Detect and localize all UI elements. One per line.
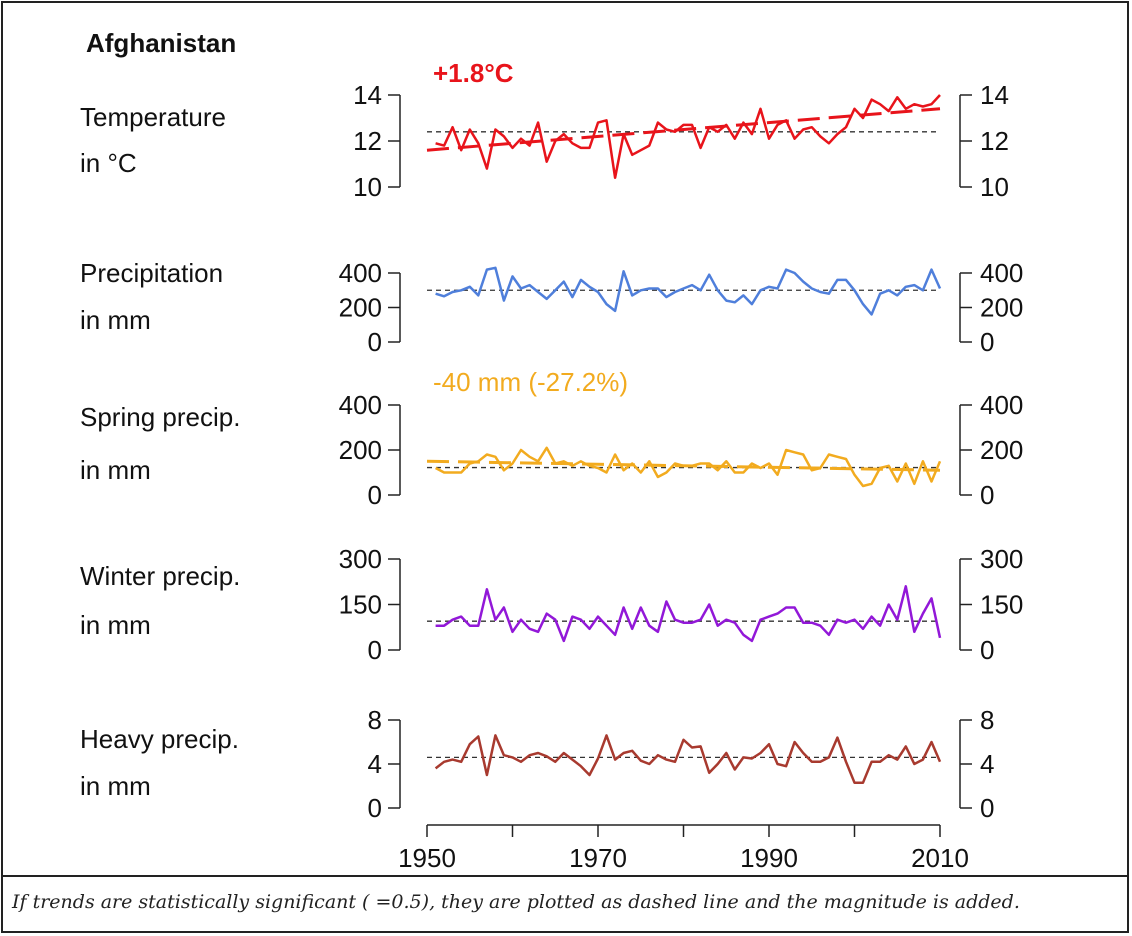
right-tick-label: 0 — [980, 793, 994, 823]
panel-2: Spring precip. in mm 0 0 200 200 400 400 -40 mm … — [80, 367, 1023, 510]
right-tick-label: 400 — [980, 258, 1023, 288]
caption-divider — [1, 875, 1129, 877]
trend-magnitude-label: -40 mm (-27.2%) — [433, 367, 628, 397]
row-label: Winter precip. — [80, 561, 240, 591]
left-tick-label: 200 — [339, 435, 382, 465]
right-tick-label: 300 — [980, 544, 1023, 574]
chart-title: Afghanistan — [86, 28, 236, 58]
figure-caption: If trends are statistically significant … — [12, 891, 1020, 913]
left-tick-label: 0 — [368, 793, 382, 823]
right-tick-label: 200 — [980, 435, 1023, 465]
x-axis: 1950 1970 1990 2010 — [398, 824, 969, 873]
x-tick-label: 2010 — [911, 843, 969, 873]
series-line — [435, 94, 941, 180]
right-tick-label: 0 — [980, 635, 994, 665]
series-line — [434, 734, 942, 784]
panel-1: Precipitation in mm 0 0 200 200 400 400 — [80, 258, 1023, 357]
x-tick-label: 1990 — [740, 843, 798, 873]
right-tick-label: 0 — [980, 327, 994, 357]
left-tick-label: 14 — [353, 80, 382, 110]
panels: Temperature in °C 10 10 12 12 14 14 +1.8°C Precip… — [80, 58, 1023, 823]
x-tick-label: 1950 — [398, 843, 456, 873]
left-tick-label: 4 — [368, 749, 382, 779]
panel-3: Winter precip. in mm 0 0 150 150 300 300 — [80, 544, 1023, 665]
row-label: in mm — [80, 455, 151, 485]
left-tick-label: 0 — [368, 327, 382, 357]
left-tick-label: 150 — [339, 590, 382, 620]
right-tick-label: 8 — [980, 705, 994, 735]
left-tick-label: 8 — [368, 705, 382, 735]
right-tick-label: 4 — [980, 749, 994, 779]
left-tick-label: 200 — [339, 293, 382, 323]
right-tick-label: 150 — [980, 590, 1023, 620]
trend-line — [426, 107, 941, 152]
row-label: Temperature — [80, 102, 226, 132]
x-tick-label: 1970 — [569, 843, 627, 873]
right-tick-label: 10 — [980, 172, 1009, 202]
right-tick-label: 12 — [980, 126, 1009, 156]
right-tick-label: 0 — [980, 480, 994, 510]
row-label: Heavy precip. — [80, 724, 239, 754]
panel-0: Temperature in °C 10 10 12 12 14 14 +1.8°C — [80, 58, 1009, 202]
row-label: Spring precip. — [80, 402, 240, 432]
left-tick-label: 12 — [353, 126, 382, 156]
series-line — [435, 266, 942, 316]
left-tick-label: 10 — [353, 172, 382, 202]
row-label: Precipitation — [80, 258, 223, 288]
left-tick-label: 400 — [339, 390, 382, 420]
row-label: in mm — [80, 305, 151, 335]
left-tick-label: 0 — [368, 480, 382, 510]
right-tick-label: 14 — [980, 80, 1009, 110]
right-tick-label: 400 — [980, 390, 1023, 420]
row-label: in mm — [80, 771, 151, 801]
series-line — [435, 585, 942, 643]
row-label: in °C — [80, 148, 137, 178]
climate-trend-chart: Afghanistan Temperature in °C 10 10 12 12 14 14… — [80, 28, 1023, 873]
left-tick-label: 0 — [368, 635, 382, 665]
trend-line — [426, 459, 941, 472]
right-tick-label: 200 — [980, 293, 1023, 323]
trend-magnitude-label: +1.8°C — [433, 58, 514, 88]
left-tick-label: 400 — [339, 258, 382, 288]
row-label: in mm — [80, 610, 151, 640]
left-tick-label: 300 — [339, 544, 382, 574]
panel-4: Heavy precip. in mm 0 0 4 4 8 8 — [80, 705, 994, 823]
